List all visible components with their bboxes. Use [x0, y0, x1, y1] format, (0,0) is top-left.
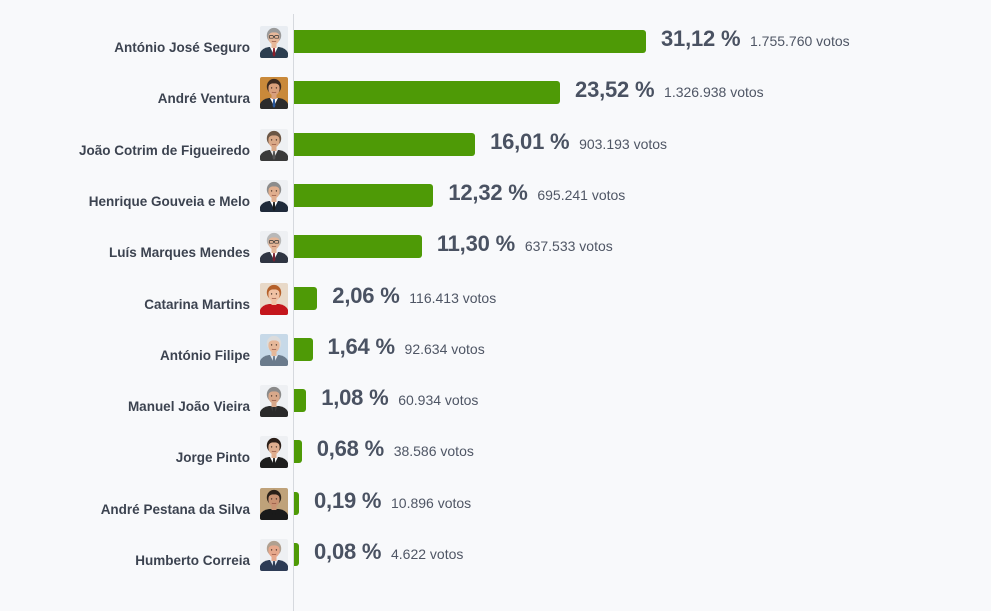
- candidate-name: Catarina Martins: [144, 297, 250, 312]
- percent-label: 23,52 %: [575, 77, 655, 102]
- votes-label: 1.755.760 votos: [750, 33, 850, 49]
- percent-label: 1,64 %: [327, 334, 395, 359]
- candidate-photo-icon: [260, 436, 288, 468]
- votes-label: 10.896 votos: [391, 495, 472, 511]
- candidate-row: Manuel João Vieira 1,08 % 60.934 votos: [0, 385, 991, 429]
- result-bar: [294, 338, 313, 361]
- candidate-name: António José Seguro: [114, 40, 250, 55]
- votes-label: 1.326.938 votos: [664, 84, 764, 100]
- result-bar: [294, 492, 299, 515]
- percent-label: 11,30 %: [436, 231, 515, 256]
- candidate-photo-icon: [260, 488, 288, 520]
- result-bar: [294, 30, 646, 53]
- candidate-row: António Filipe 1,64 % 92.634 votos: [0, 334, 991, 378]
- candidate-photo-icon: [260, 77, 288, 109]
- chart-axis-line: [293, 14, 294, 611]
- candidate-name: André Ventura: [157, 91, 250, 106]
- percent-label: 1,08 %: [321, 385, 389, 410]
- result-bar: [294, 184, 434, 207]
- candidate-name: António Filipe: [160, 348, 250, 363]
- votes-label: 903.193 votos: [579, 136, 668, 152]
- candidate-name: Luís Marques Mendes: [108, 245, 250, 260]
- candidate-row: Henrique Gouveia e Melo 12,32 % 695.241 vo…: [0, 180, 991, 224]
- candidate-row: André Ventura 23,52 % 1.326.938 votos: [0, 77, 991, 121]
- result-bar: [294, 235, 422, 258]
- percent-label: 12,32 %: [448, 180, 528, 205]
- result-bar: [294, 543, 299, 566]
- percent-label: 0,68 %: [316, 436, 384, 461]
- candidate-name: Jorge Pinto: [175, 450, 250, 465]
- percent-label: 2,06 %: [332, 283, 400, 308]
- votes-label: 637.533 votos: [524, 238, 613, 254]
- result-bar: [294, 81, 561, 104]
- candidate-name: Humberto Correia: [135, 553, 250, 568]
- candidate-photo-icon: [260, 231, 288, 263]
- percent-label: 31,12 %: [661, 26, 741, 51]
- candidate-photo-icon: [260, 539, 288, 571]
- candidate-row: João Cotrim de Figueiredo 16,01 % 903.193 …: [0, 129, 991, 173]
- result-bar: [294, 287, 318, 310]
- votes-label: 4.622 votos: [391, 546, 464, 562]
- votes-label: 116.413 votos: [409, 290, 497, 306]
- percent-label: 0,08 %: [314, 539, 382, 564]
- candidate-photo-icon: [260, 283, 288, 315]
- candidate-row: Catarina Martins 2,06 % 116.413 votos: [0, 283, 991, 327]
- candidate-name: André Pestana da Silva: [100, 502, 250, 517]
- candidate-photo-icon: [260, 129, 288, 161]
- percent-label: 16,01 %: [490, 129, 570, 154]
- candidate-row: Jorge Pinto 0,68 % 38.586 votos: [0, 436, 991, 480]
- candidate-photo-icon: [260, 180, 288, 212]
- votes-label: 38.586 votos: [393, 443, 474, 459]
- result-bar: [294, 133, 476, 156]
- candidate-name: Henrique Gouveia e Melo: [88, 194, 250, 209]
- candidate-photo-icon: [260, 334, 288, 366]
- percent-label: 0,19 %: [314, 488, 382, 513]
- candidate-row: Luís Marques Mendes 11,30 % 637.533 votos: [0, 231, 991, 275]
- candidate-row: André Pestana da Silva 0,19 % 10.896 votos: [0, 488, 991, 532]
- result-bar: [294, 440, 302, 463]
- votes-label: 695.241 votos: [537, 187, 626, 203]
- candidate-name: João Cotrim de Figueiredo: [78, 143, 250, 158]
- candidate-photo-icon: [260, 385, 288, 417]
- votes-label: 92.634 votos: [404, 341, 485, 357]
- votes-label: 60.934 votos: [398, 392, 479, 408]
- candidate-photo-icon: [260, 26, 288, 58]
- candidate-name: Manuel João Vieira: [127, 399, 250, 414]
- result-bar: [294, 389, 307, 412]
- candidate-row: Humberto Correia 0,08 % 4.622 votos: [0, 539, 991, 583]
- candidate-row: António José Seguro 31,12 % 1.755.760 voto…: [0, 26, 991, 70]
